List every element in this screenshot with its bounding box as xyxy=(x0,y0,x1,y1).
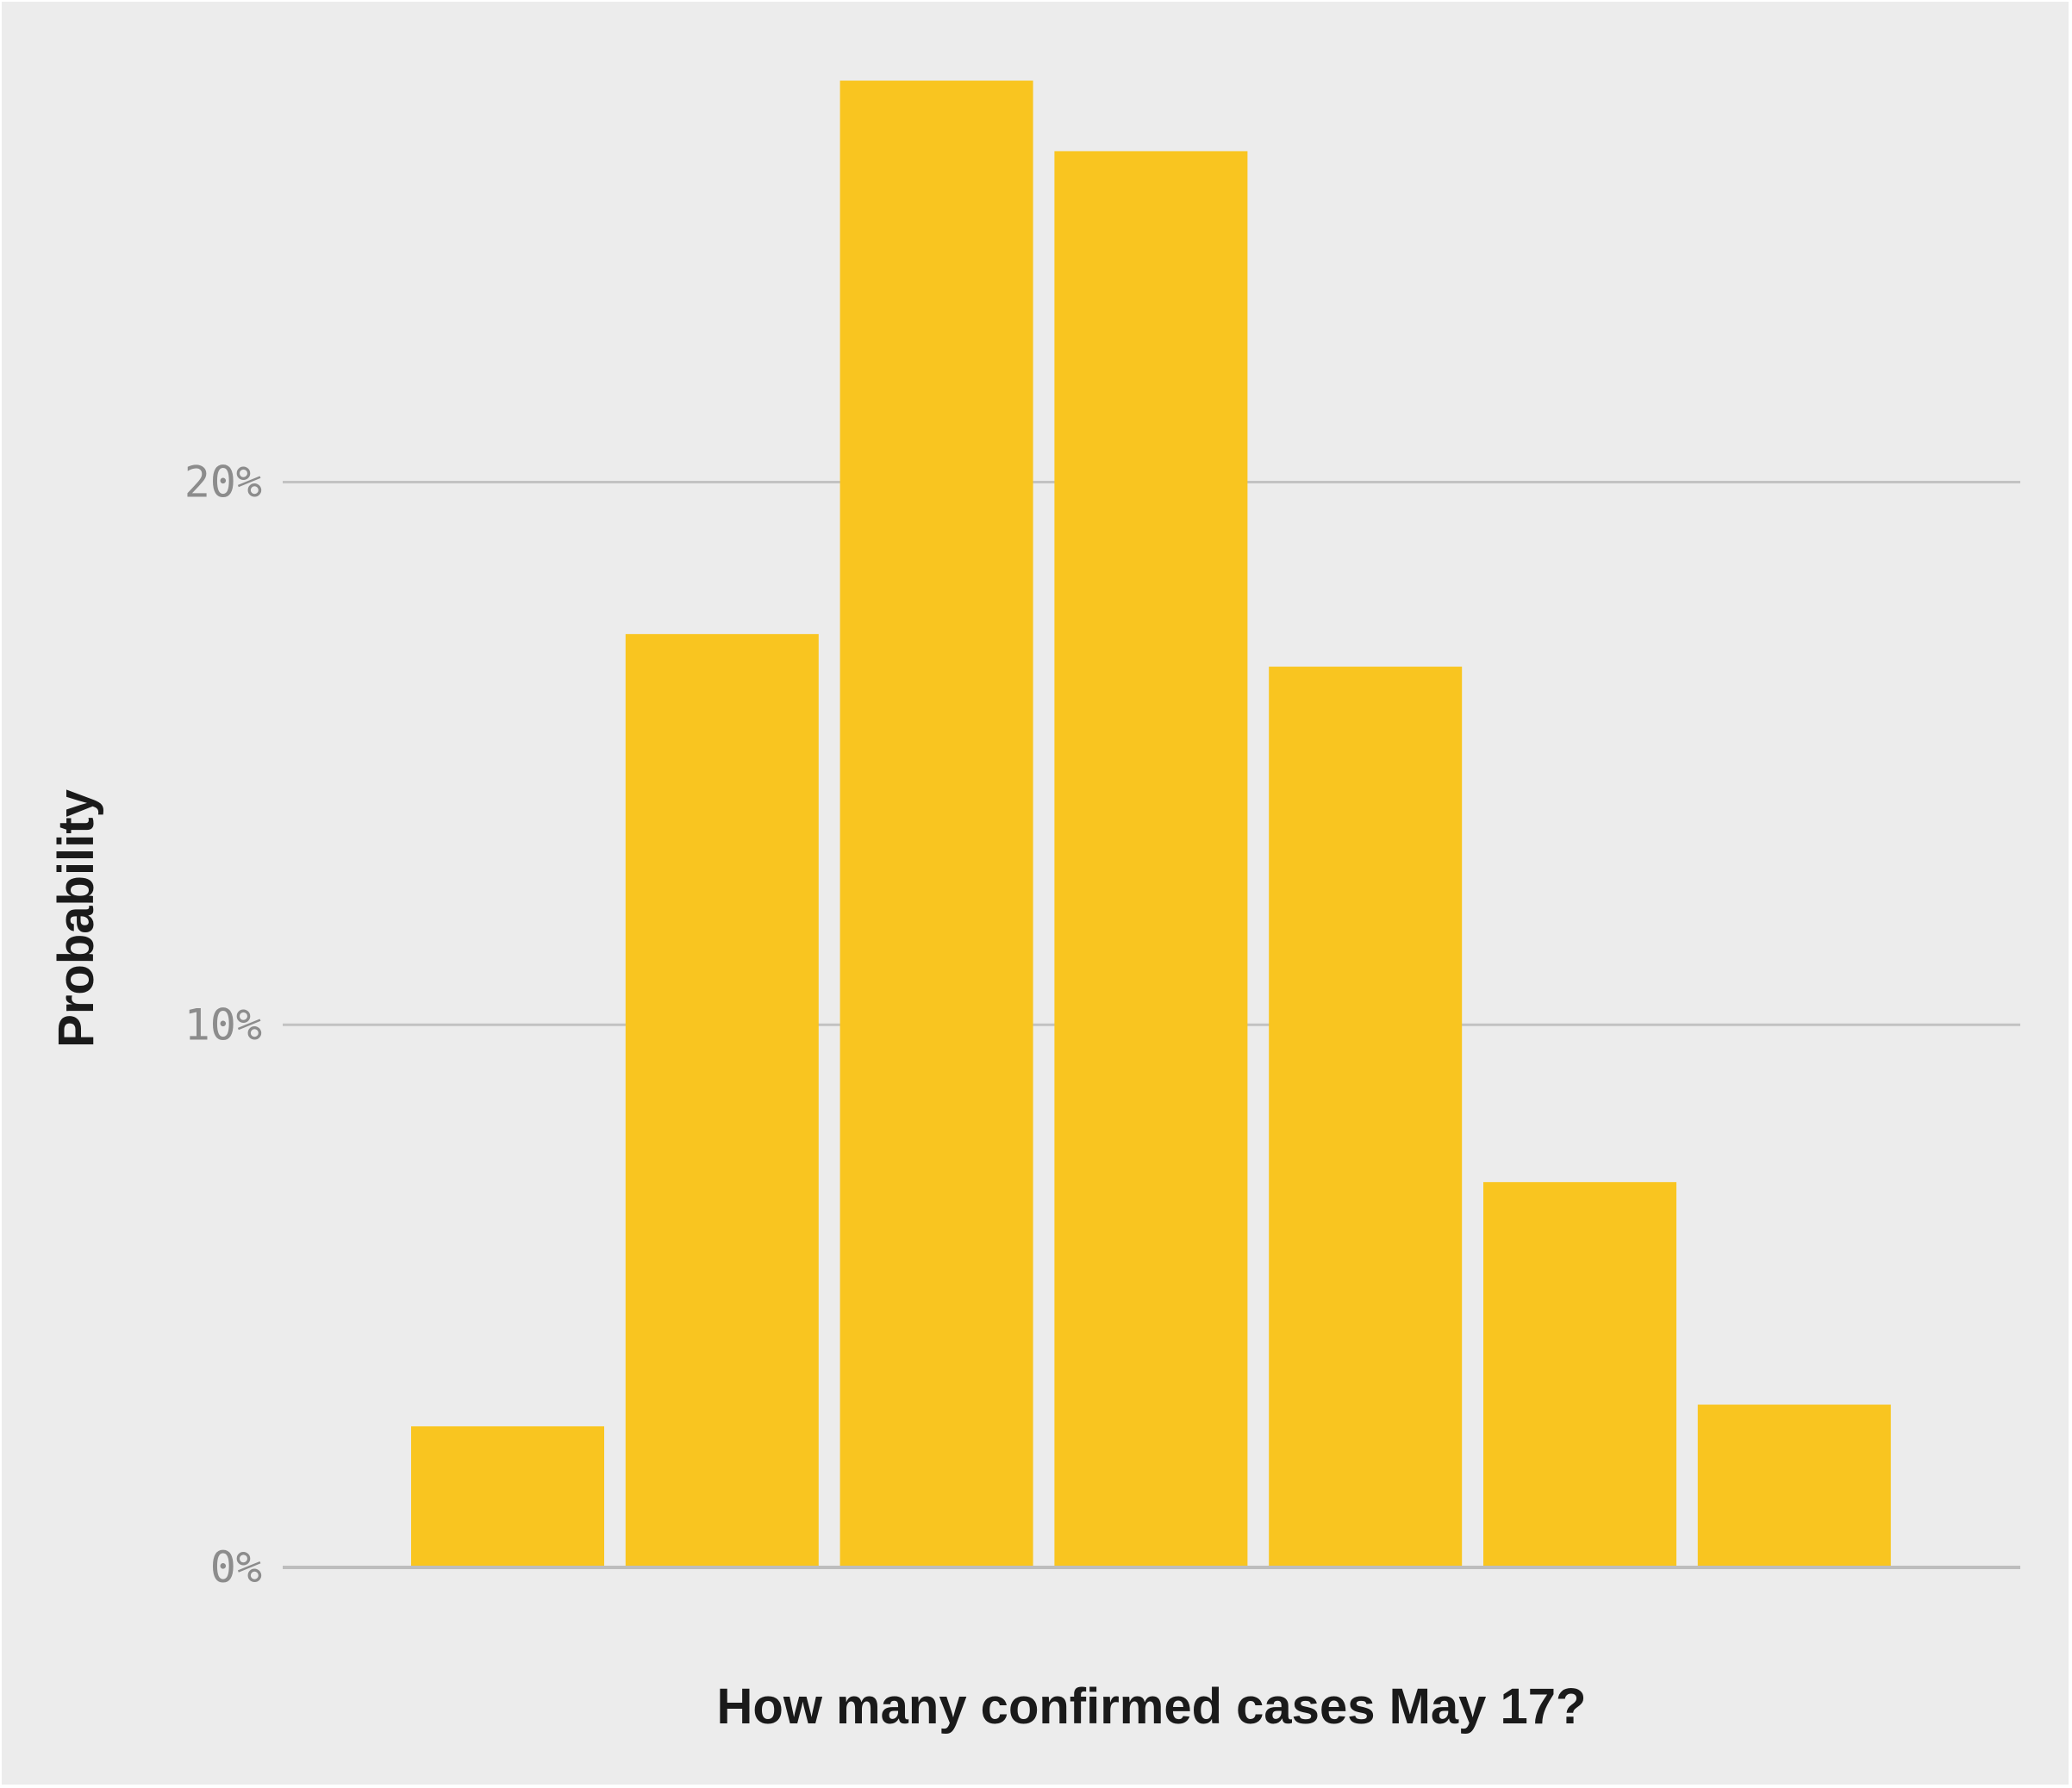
y-tick-labels: 0% 10% 20% xyxy=(184,458,262,1592)
y-axis-label: Probability xyxy=(48,789,104,1048)
bar xyxy=(1483,1181,1676,1566)
bar xyxy=(839,80,1033,1567)
bar xyxy=(1269,666,1463,1566)
x-axis-label: How many confirmed cases May 17? xyxy=(717,1679,1587,1735)
bar xyxy=(625,633,819,1566)
bar xyxy=(1054,151,1248,1567)
y-tick-label: 10% xyxy=(184,1000,262,1050)
y-tick-label: 20% xyxy=(184,458,262,508)
bars xyxy=(411,80,1891,1567)
bar xyxy=(411,1426,604,1566)
bar xyxy=(1697,1405,1891,1566)
y-tick-label: 0% xyxy=(210,1542,262,1592)
